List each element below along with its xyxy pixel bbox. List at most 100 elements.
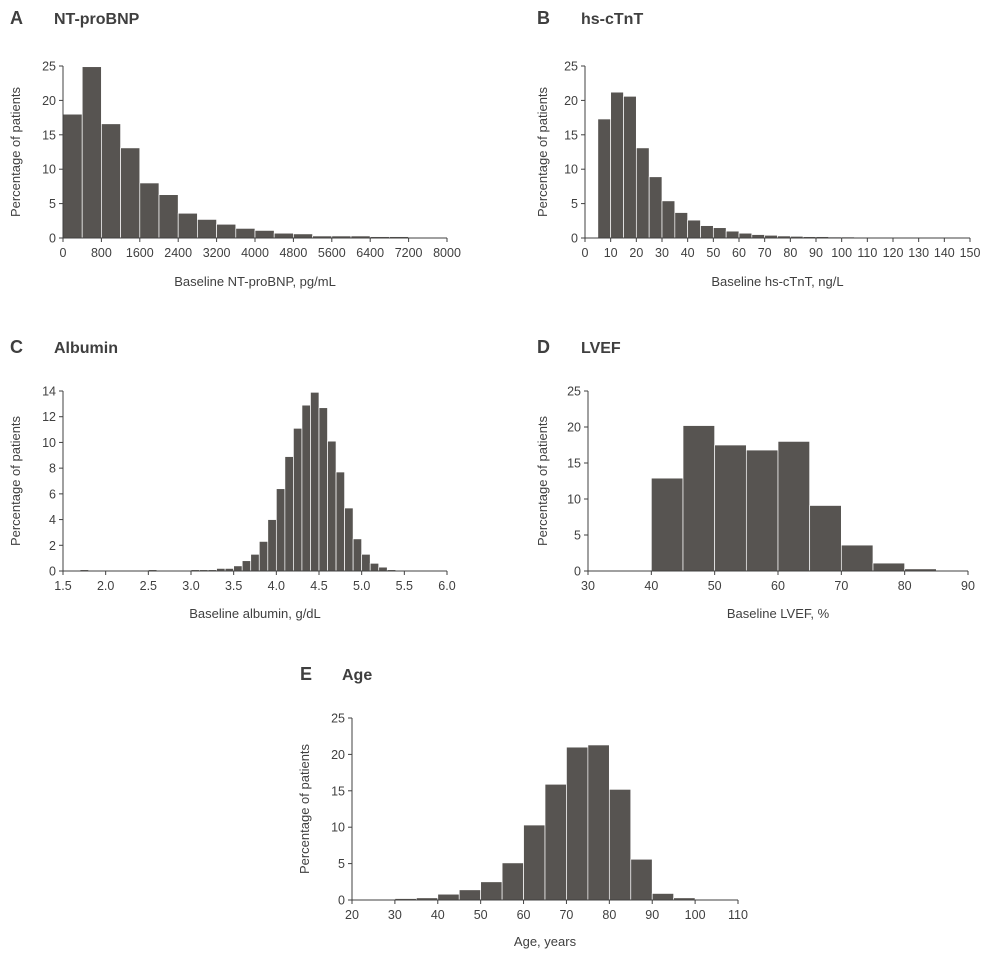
panel-a-y-tick-label: 20	[42, 94, 56, 108]
panel-a-bar	[177, 212, 198, 239]
panel-a-x-tick-label: 5600	[318, 246, 346, 260]
panel-c-bar	[250, 553, 260, 572]
panel-b-bar	[623, 95, 637, 239]
panel-d-bar	[714, 444, 747, 572]
panel-d-title: LVEF	[581, 340, 621, 357]
panel-a-bar	[197, 219, 217, 239]
panel-e-x-tick-label: 80	[602, 908, 616, 922]
panel-c-x-tick-label: 1.5	[54, 579, 71, 593]
panel-c-x-tick-label: 5.5	[396, 579, 413, 593]
panel-c-bar	[233, 565, 243, 572]
panel-e-y-tick-label: 25	[331, 712, 345, 726]
panel-e-y-tick-label: 15	[331, 784, 345, 798]
panel-c-x-axis-label: Baseline albumin, g/dL	[189, 606, 321, 621]
panel-e-x-tick-label: 60	[517, 908, 531, 922]
panel-d-bar	[650, 477, 684, 572]
panel-b-letter: B	[537, 8, 550, 28]
panel-a-x-tick-label: 8000	[433, 246, 461, 260]
panel-b-x-tick-label: 40	[681, 246, 695, 260]
panel-e-x-tick-label: 20	[345, 908, 359, 922]
panel-a-letter: A	[10, 8, 23, 28]
panel-b-x-tick-label: 80	[783, 246, 797, 260]
panel-a-x-tick-label: 2400	[164, 246, 192, 260]
panel-e-bar	[587, 744, 610, 901]
panel-c: C Albumin 0 2 4 6 8 10 12 14 1.5 2.0 2.5 3.0 3.5 4.0 4.5…	[8, 337, 456, 621]
panel-c-bar	[258, 541, 269, 572]
panel-b-bar	[738, 232, 753, 239]
panel-d-bar	[872, 562, 906, 572]
panel-a-bar	[293, 233, 313, 239]
panel-d-x-tick-label: 80	[898, 579, 912, 593]
panel-e-bar	[608, 788, 632, 901]
panel-c-y-tick-label: 10	[42, 436, 56, 450]
panel-a-y-tick-label: 15	[42, 128, 56, 142]
panel-a-bar	[120, 147, 141, 239]
panel-c-bar	[335, 471, 345, 572]
panel-d-bar	[840, 544, 874, 572]
panel-e-bar	[523, 824, 546, 901]
panel-e-y-tick-label: 20	[331, 748, 345, 762]
panel-c-bar	[352, 538, 363, 572]
panel-b-bar	[648, 176, 663, 239]
panel-c-bar	[361, 553, 371, 572]
panel-c-bar	[378, 566, 388, 572]
panel-b-y-tick-label: 10	[564, 163, 578, 177]
panel-b-x-tick-label: 60	[732, 246, 746, 260]
panel-b-x-tick-label: 100	[831, 246, 852, 260]
panel-d-x-tick-label: 90	[961, 579, 975, 593]
panel-b-y-tick-label: 20	[564, 94, 578, 108]
panel-b-bar	[597, 118, 612, 239]
panel-d-bar	[745, 449, 779, 572]
panel-c-bar	[267, 519, 277, 572]
panel-a: A NT-proBNP 0 5 10 15 20 25 0 800 1600 2400 3200 4000…	[8, 8, 461, 289]
panel-e-x-tick-label: 40	[431, 908, 445, 922]
panel-c-y-tick-label: 8	[49, 462, 56, 476]
panel-a-x-axis-label: Baseline NT-proBNP, pg/mL	[174, 274, 336, 289]
panel-b-x-tick-label: 30	[655, 246, 669, 260]
panel-c-x-tick-label: 3.5	[225, 579, 242, 593]
panel-b-y-tick-label: 0	[571, 232, 578, 246]
panel-c-bar	[369, 562, 380, 572]
panel-c-bar	[241, 560, 252, 572]
panel-b-x-tick-label: 140	[934, 246, 955, 260]
panel-b-bar	[712, 227, 727, 239]
panel-b-title: hs-cTnT	[581, 11, 643, 28]
panel-d-x-tick-label: 40	[644, 579, 658, 593]
panel-e-bar	[566, 746, 589, 901]
panel-d-y-tick-label: 15	[567, 457, 581, 471]
panel-e-x-tick-label: 110	[728, 908, 748, 922]
panel-a-bar	[139, 182, 160, 239]
panel-a-x-tick-label: 3200	[203, 246, 231, 260]
panel-e-bar	[501, 862, 524, 901]
panel-d-y-tick-label: 5	[574, 529, 581, 543]
panel-b-x-tick-label: 90	[809, 246, 823, 260]
panel-b-y-tick-label: 25	[564, 60, 578, 74]
panel-a-x-tick-label: 1600	[126, 246, 154, 260]
panel-a-y-tick-label: 25	[42, 60, 56, 74]
panel-d-x-tick-label: 30	[581, 579, 595, 593]
panel-a-bar	[101, 123, 121, 239]
panel-a-x-tick-label: 7200	[395, 246, 423, 260]
panel-d-y-tick-label: 10	[567, 493, 581, 507]
panel-e-x-axis-label: Age, years	[514, 934, 577, 949]
panel-a-bar	[273, 232, 294, 239]
panel-b-bar	[661, 200, 676, 239]
panel-a-y-axis-label: Percentage of patients	[8, 86, 23, 217]
panel-a-bar	[62, 113, 83, 239]
panel-c-bar	[301, 404, 311, 572]
panel-c-x-tick-label: 2.0	[97, 579, 114, 593]
panel-d-bar	[809, 505, 842, 572]
panel-c-y-tick-label: 14	[42, 385, 56, 399]
panel-d-y-axis-label: Percentage of patients	[535, 415, 550, 546]
panel-d-x-tick-label: 70	[834, 579, 848, 593]
panel-b-x-axis-label: Baseline hs-cTnT, ng/L	[711, 274, 843, 289]
panel-a-y-tick-label: 10	[42, 163, 56, 177]
panel-d-y-tick-label: 0	[574, 565, 581, 579]
panel-e-bar	[437, 893, 460, 901]
panel-e-y-axis-label: Percentage of patients	[297, 743, 312, 874]
panel-b-x-tick-label: 0	[582, 246, 589, 260]
panel-e-x-tick-label: 30	[388, 908, 402, 922]
panel-c-y-tick-label: 6	[49, 487, 56, 501]
